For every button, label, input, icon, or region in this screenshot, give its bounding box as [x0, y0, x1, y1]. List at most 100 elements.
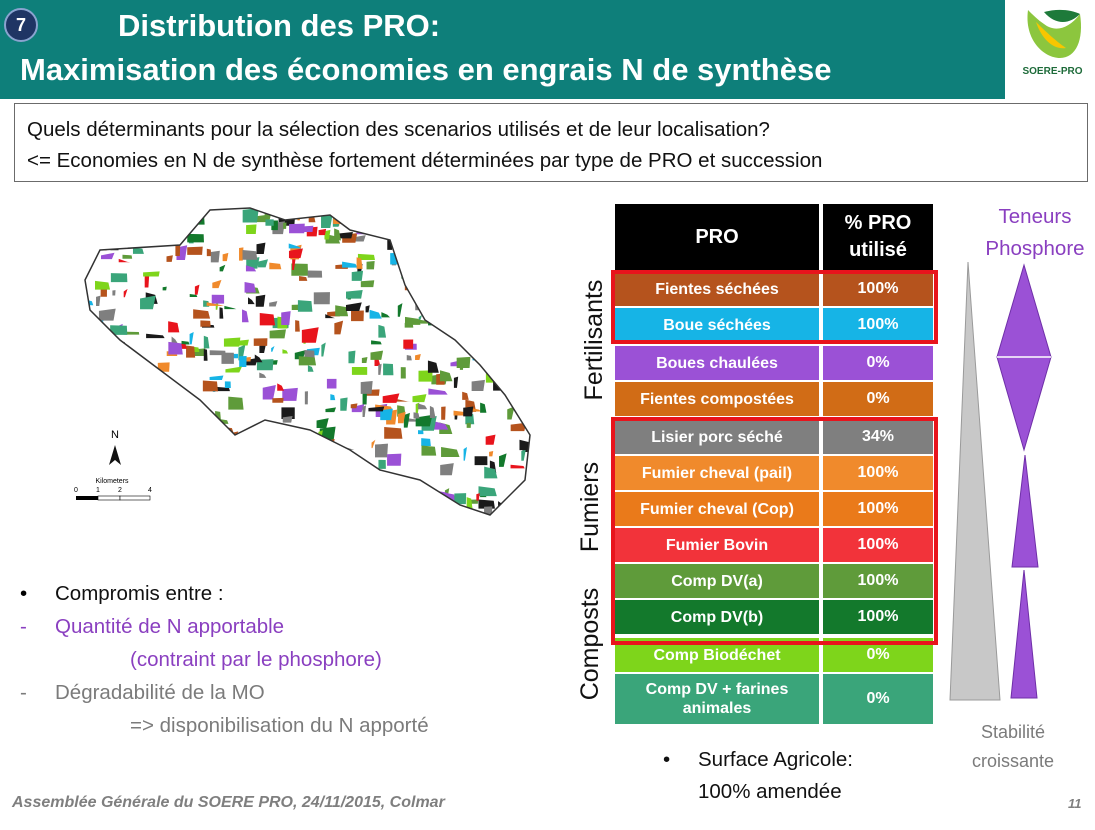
question-line-2: <= Economies en N de synthèse fortement … — [27, 149, 823, 172]
question-box: Quels déterminants pour la sélection des… — [14, 103, 1088, 182]
map-parcel — [92, 460, 96, 466]
map-parcel — [155, 234, 173, 238]
cell-pct-value: 34% — [823, 420, 933, 454]
map-parcel — [518, 296, 530, 303]
map-parcel — [366, 260, 375, 270]
map-parcel — [136, 418, 146, 429]
map-parcel — [247, 297, 255, 305]
map-parcel — [500, 319, 515, 324]
map-parcel — [344, 487, 357, 502]
map-parcel — [450, 319, 467, 332]
map-parcel — [471, 379, 485, 392]
map-parcel — [316, 418, 329, 429]
map-parcel — [168, 421, 173, 437]
map-parcel — [288, 248, 303, 259]
map-parcel — [415, 414, 433, 427]
map-parcel — [480, 402, 487, 413]
highlight-frame-fertilisants — [611, 270, 938, 344]
map-parcel — [351, 270, 364, 281]
map-parcel — [453, 410, 466, 416]
map-parcel — [245, 265, 257, 272]
map-parcel — [457, 236, 462, 243]
map-parcel — [166, 255, 173, 262]
map-parcel — [506, 353, 514, 366]
map-parcel — [324, 229, 331, 240]
map-parcel — [504, 349, 525, 355]
map-parcel — [492, 286, 499, 297]
map-parcel — [413, 412, 420, 419]
map-parcel — [146, 333, 165, 339]
map-parcel — [382, 393, 400, 403]
scale-tick-2: 2 — [118, 487, 122, 494]
map-parcel — [251, 431, 266, 445]
map-parcel — [486, 228, 491, 239]
map-parcel — [307, 365, 314, 372]
cell-pro-name: Fumier Bovin — [615, 528, 819, 562]
table-row: Fientes compostées 0% — [615, 382, 935, 416]
map-parcel — [96, 295, 101, 307]
map-parcel — [259, 372, 267, 378]
map-parcel — [138, 463, 143, 475]
map-parcel — [335, 305, 349, 317]
map-parcel — [92, 375, 107, 389]
map-parcel — [110, 325, 128, 335]
map-parcel — [416, 319, 429, 324]
map-parcel — [201, 438, 212, 447]
map-parcel — [174, 464, 189, 468]
map-parcel — [454, 493, 467, 505]
map-parcel — [219, 264, 226, 272]
map-parcel — [502, 237, 517, 248]
map-parcel — [289, 223, 305, 234]
map-parcel — [516, 323, 524, 332]
map-parcel — [85, 462, 100, 467]
map-parcel — [271, 345, 275, 352]
map-parcel — [441, 446, 460, 458]
map-parcel — [259, 313, 276, 326]
map-parcel — [255, 294, 266, 307]
map-parcel — [491, 276, 502, 283]
map-parcel — [295, 435, 309, 448]
map-parcel — [368, 225, 384, 233]
map-parcel — [254, 447, 264, 457]
map-parcel — [115, 411, 120, 417]
map-parcel — [459, 281, 473, 289]
map-parcel — [159, 482, 168, 489]
map-parcel — [170, 449, 177, 457]
map-parcel — [513, 506, 520, 515]
map-parcel — [159, 374, 165, 383]
map-parcel — [238, 453, 249, 467]
map-parcel — [180, 439, 197, 448]
map-parcel — [186, 345, 196, 358]
map-parcel — [210, 250, 220, 263]
map-parcel — [209, 476, 222, 487]
bullet-degradabilite-text: Dégradabilité de la MO — [55, 681, 265, 704]
map-parcel — [381, 312, 390, 318]
scale-tick-1: 1 — [96, 487, 100, 494]
map-parcel — [207, 514, 217, 515]
map-parcel — [380, 408, 393, 421]
map-parcel — [378, 324, 387, 338]
map-parcel — [149, 462, 155, 476]
title-line-2: Maximisation des économies en engrais N … — [20, 52, 832, 87]
map-parcel — [221, 352, 234, 364]
map-parcel — [181, 340, 190, 345]
bullet-symbol: • — [20, 582, 28, 605]
stabilite-line1: Stabilité — [980, 722, 1046, 742]
map-parcel — [233, 509, 239, 515]
map-parcel — [286, 432, 291, 445]
cell-pro-name: Fumier cheval (Cop) — [615, 492, 819, 526]
map-parcel — [529, 397, 530, 411]
map-parcel — [139, 242, 156, 246]
map-parcel — [318, 228, 327, 236]
map-parcel — [165, 412, 180, 425]
map-parcel — [477, 287, 489, 292]
map-parcel — [402, 215, 421, 226]
bullet-quantite-text: Quantité de N apportable — [55, 615, 285, 638]
map-parcel — [321, 342, 326, 357]
map-parcel — [291, 263, 309, 276]
teneurs-line2: Phosphore — [985, 237, 1085, 260]
map-parcel — [321, 213, 333, 228]
map-parcel — [282, 416, 293, 423]
map-parcel — [346, 290, 363, 299]
map-parcel — [340, 397, 348, 411]
